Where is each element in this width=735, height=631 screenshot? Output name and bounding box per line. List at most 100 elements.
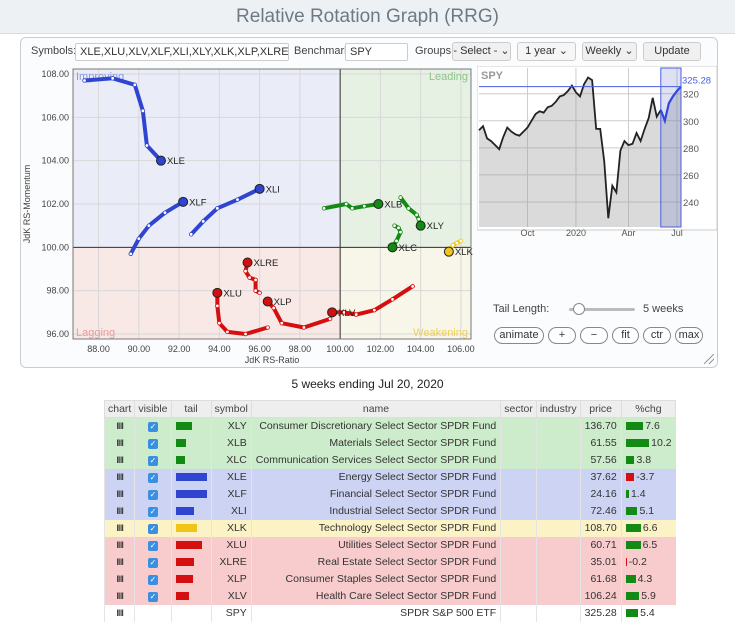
candlestick-icon[interactable]: ǀǁǀ [116,523,123,533]
table-row[interactable]: ǀǁǀ ✓ XLI Industrial Select Sector SPDR Fun… [103,502,676,520]
animate-button[interactable]: animate [494,327,544,344]
head-point[interactable] [443,246,454,257]
head-point[interactable] [373,199,384,209]
table-row[interactable]: ǀǁǀ ✓ XLU Utilities Select Sector SPDR Fund… [103,536,676,554]
visible-checkbox[interactable]: ✓ [147,524,158,534]
chart-cell[interactable]: ǀǁǀ [103,519,135,537]
visible-cell[interactable]: ✓ [134,485,172,503]
visible-cell[interactable]: ✓ [134,519,172,537]
table-row[interactable]: ǀǁǀ ✓ XLB Materials Select Sector SPDR Fund… [103,434,676,452]
symbols-input[interactable]: XLE,XLU,XLV,XLF,XLI,XLY,XLK,XLP,XLRE,XLC… [75,43,289,61]
table-row[interactable]: ǀǁǀ ✓ XLRE Real Estate Select Sector SPDR F… [103,553,676,571]
column-header-chart[interactable]: chart [103,400,136,418]
chart-cell[interactable]: ǀǁǀ [103,451,135,469]
candlestick-icon[interactable]: ǀǁǀ [116,421,123,432]
candlestick-icon[interactable]: ǀǁǀ [116,455,123,465]
chart-cell[interactable]: ǀǁǀ [103,553,135,571]
period-select[interactable]: 1 year ⌄ [517,42,576,61]
candlestick-icon[interactable]: ǀǁǀ [116,438,123,448]
resize-handle-icon[interactable] [704,354,714,364]
visible-checkbox[interactable]: ✓ [147,575,158,585]
candlestick-icon[interactable]: ǀǁǀ [116,472,123,482]
visible-cell[interactable]: ✓ [134,570,172,588]
chart-cell[interactable]: ǀǁǀ [103,502,135,520]
chart-cell[interactable]: ǀǁǀ [103,468,135,486]
zoom-out-button[interactable]: − [580,327,608,344]
tail-xlb[interactable]: XLB [321,199,402,211]
table-row[interactable]: ǀǁǀ ✓ XLP Consumer Staples Select Sector SP… [103,570,676,588]
chart-cell[interactable]: ǀǁǀ [103,604,135,622]
candlestick-icon[interactable]: ǀǁǀ [116,574,123,584]
tail-xlre[interactable]: XLRE [242,257,278,296]
visible-cell[interactable]: ✓ [134,536,172,554]
tail-xlk[interactable]: XLK [443,238,473,258]
rrg-chart[interactable]: 88.00 90.00 92.00 94.00 96.00 98.00 100.00 102.… [21,66,481,369]
visible-checkbox[interactable]: ✓ [147,558,158,568]
table-row[interactable]: ǀǁǀ ✓ XLE Energy Select Sector SPDR Fund 37.… [103,468,676,486]
groups-select[interactable]: - Select - ⌄ [452,42,511,61]
visible-cell[interactable]: ✓ [134,451,172,469]
visible-cell[interactable]: ✓ [134,434,172,452]
fit-button[interactable]: fit [612,327,639,344]
chart-cell[interactable]: ǀǁǀ [103,587,135,605]
visible-cell[interactable]: ✓ [134,502,172,520]
visible-checkbox[interactable]: ✓ [147,439,158,449]
slider-handle[interactable] [572,303,585,315]
frequency-select[interactable]: Weekly ⌄ [582,42,637,61]
visible-cell[interactable]: ✓ [134,468,172,486]
chart-cell[interactable]: ǀǁǀ [103,570,135,588]
visible-cell[interactable]: ✓ [134,417,172,435]
visible-checkbox[interactable]: ✓ [147,422,158,433]
max-button[interactable]: max [675,327,703,344]
head-point[interactable] [242,257,253,268]
head-point[interactable] [155,155,166,166]
candlestick-icon[interactable]: ǀǁǀ [116,591,123,601]
benchmark-input[interactable]: SPY [345,43,408,61]
tail-xlf[interactable]: XLF [128,196,207,257]
visible-checkbox[interactable]: ✓ [147,541,158,551]
chart-cell[interactable]: ǀǁǀ [103,417,135,435]
tail-xlc[interactable]: XLC [387,223,417,254]
table-row[interactable]: ǀǁǀ SPY SPDR S&P 500 ETF 325.28 5.4 [103,604,676,622]
table-row[interactable]: ǀǁǀ ✓ XLC Communication Services Select Sec… [103,451,676,469]
column-header-symbol[interactable]: symbol [210,400,252,418]
visible-checkbox[interactable]: ✓ [147,490,158,500]
tail-xlu[interactable]: XLU [212,287,270,337]
table-row[interactable]: ǀǁǀ ✓ XLK Technology Select Sector SPDR Fun… [103,519,676,537]
head-point[interactable] [178,196,189,207]
head-point[interactable] [254,183,265,194]
chart-cell[interactable]: ǀǁǀ [103,485,135,503]
column-header-visible[interactable]: visible [134,400,172,418]
candlestick-icon[interactable]: ǀǁǀ [116,557,123,567]
candlestick-icon[interactable]: ǀǁǀ [116,608,123,618]
chart-cell[interactable]: ǀǁǀ [103,434,135,452]
tail-xli[interactable]: XLI [188,183,280,237]
candlestick-icon[interactable]: ǀǁǀ [116,540,123,550]
tail-xlv[interactable]: XLV [327,284,415,319]
candlestick-icon[interactable]: ǀǁǀ [116,489,123,499]
visible-checkbox[interactable]: ✓ [147,592,158,602]
column-header-industry[interactable]: industry [535,400,581,418]
tail-xlp[interactable]: XLP [262,296,333,330]
column-header-chg[interactable]: %chg [620,400,677,418]
head-point[interactable] [262,296,273,307]
column-header-name[interactable]: name [250,400,502,418]
tail-xly[interactable]: XLY [398,195,445,232]
visible-checkbox[interactable]: ✓ [147,507,158,517]
column-header-price[interactable]: price [579,400,622,418]
table-row[interactable]: ǀǁǀ ✓ XLY Consumer Discretionary Select Sec… [103,417,676,435]
visible-checkbox[interactable]: ✓ [147,456,158,466]
update-button[interactable]: Update [643,42,701,61]
visible-cell[interactable]: ✓ [134,587,172,605]
column-header-sector[interactable]: sector [500,400,537,418]
head-point[interactable] [212,287,223,298]
head-point[interactable] [415,220,426,231]
column-header-tail[interactable]: tail [170,400,212,418]
table-row[interactable]: ǀǁǀ ✓ XLV Health Care Select Sector SPDR Fu… [103,587,676,605]
tail-length-slider[interactable] [569,303,635,315]
visible-cell[interactable] [134,604,172,622]
table-row[interactable]: ǀǁǀ ✓ XLF Financial Select Sector SPDR Fund… [103,485,676,503]
tail-xle[interactable]: XLE [82,76,185,168]
chart-cell[interactable]: ǀǁǀ [103,536,135,554]
visible-cell[interactable]: ✓ [134,553,172,571]
